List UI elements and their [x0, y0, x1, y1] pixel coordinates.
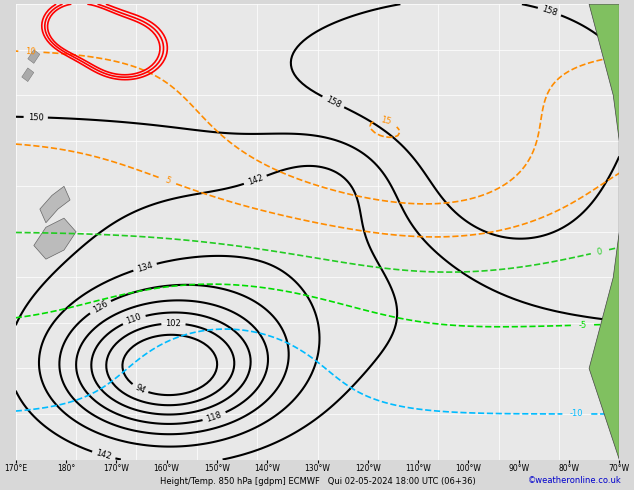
Polygon shape — [34, 218, 76, 259]
Text: 150: 150 — [28, 113, 44, 122]
Text: 0: 0 — [597, 247, 604, 257]
Text: 102: 102 — [165, 319, 181, 328]
Polygon shape — [22, 68, 34, 81]
Text: 134: 134 — [136, 260, 154, 273]
Text: 15: 15 — [380, 116, 392, 127]
Text: ©weatheronline.co.uk: ©weatheronline.co.uk — [527, 476, 621, 485]
Text: 158: 158 — [541, 4, 559, 18]
Text: 94: 94 — [133, 382, 147, 395]
X-axis label: Height/Temp. 850 hPa [gdpm] ECMWF   Qui 02-05-2024 18:00 UTC (06+36): Height/Temp. 850 hPa [gdpm] ECMWF Qui 02… — [160, 477, 476, 486]
Polygon shape — [589, 4, 619, 460]
Text: 142: 142 — [247, 173, 264, 187]
Text: 142: 142 — [95, 449, 112, 462]
Text: 5: 5 — [164, 175, 171, 186]
Text: 10: 10 — [25, 47, 36, 56]
Text: 110: 110 — [125, 313, 143, 326]
Text: 118: 118 — [205, 410, 223, 423]
Polygon shape — [40, 186, 70, 223]
Text: 126: 126 — [91, 299, 109, 315]
Polygon shape — [28, 49, 40, 63]
Text: -5: -5 — [579, 320, 587, 330]
Text: -10: -10 — [570, 410, 583, 418]
Text: 158: 158 — [324, 95, 342, 110]
